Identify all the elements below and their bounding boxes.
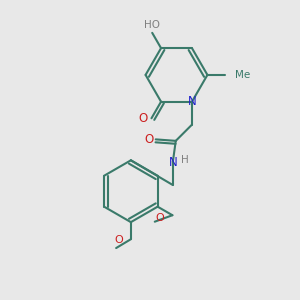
Text: N: N — [188, 95, 196, 108]
Text: HO: HO — [144, 20, 160, 30]
Text: N: N — [168, 156, 177, 169]
Text: O: O — [114, 235, 123, 245]
Text: H: H — [181, 155, 189, 165]
Text: O: O — [145, 133, 154, 146]
Text: O: O — [139, 112, 148, 125]
Text: Me: Me — [236, 70, 250, 80]
Text: O: O — [156, 213, 164, 223]
